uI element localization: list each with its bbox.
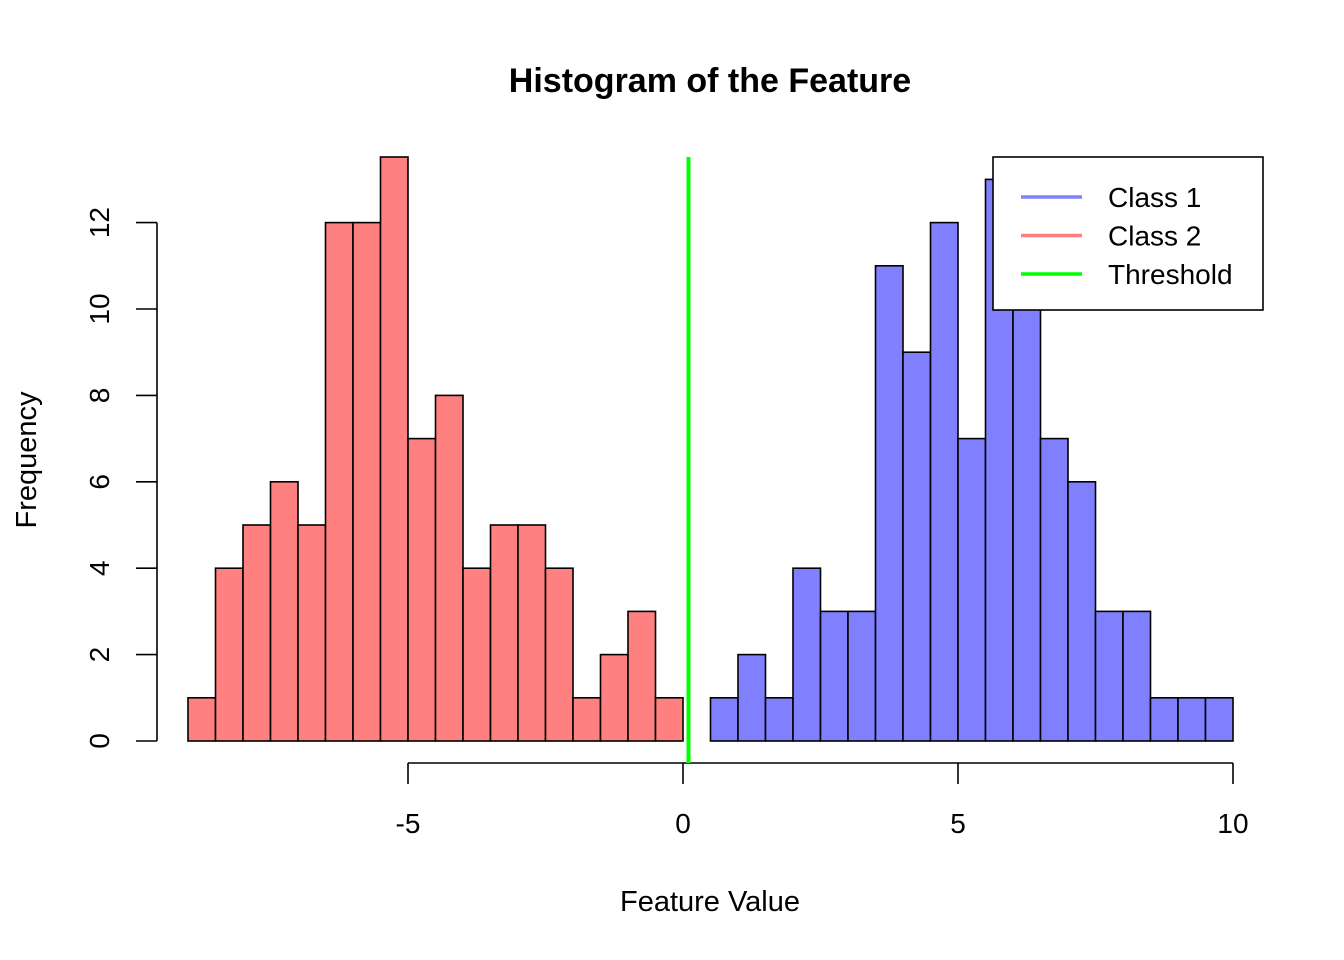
histogram-bar [491,525,519,741]
y-axis-label: Frequency [11,391,43,529]
histogram-bar [298,525,326,741]
histogram-bar [1206,698,1234,741]
histogram-bar [1123,611,1151,741]
histogram-bar [463,568,491,741]
histogram-bar [711,698,739,741]
histogram-bar [243,525,271,741]
y-tick-label: 2 [84,647,115,663]
histogram-bar [793,568,821,741]
histogram-bar [1013,309,1041,741]
histogram-bar [601,655,629,741]
legend-label: Class 2 [1108,221,1201,252]
histogram-bar [546,568,574,741]
histogram-bar [656,698,684,741]
x-tick-label: -5 [396,808,421,839]
histogram-bar [821,611,849,741]
histogram-bar [353,223,381,741]
histogram-bar [931,223,959,741]
histogram-bar [326,223,354,741]
histogram-bar [876,266,904,741]
legend-label: Class 1 [1108,182,1201,213]
histogram-bar [1096,611,1124,741]
histogram-bar [1068,482,1096,741]
histogram-bar [738,655,766,741]
chart-title: Histogram of the Feature [509,62,911,100]
y-tick-label: 0 [84,733,115,749]
histogram-bar [1151,698,1179,741]
histogram-bar [381,157,409,741]
histogram-bar [848,611,876,741]
histogram-bar [628,611,656,741]
histogram-bar [436,395,464,741]
histogram-bar [271,482,299,741]
histogram-bar [958,439,986,741]
y-tick-label: 4 [84,560,115,576]
legend-label: Threshold [1108,259,1233,290]
x-tick-label: 0 [675,808,691,839]
histogram-bar [188,698,216,741]
histogram-bar [1178,698,1206,741]
histogram-bar [766,698,794,741]
histogram-bar [216,568,244,741]
y-axis: 0 2 4 6 8 10 12 [84,207,157,749]
y-tick-label: 10 [84,293,115,324]
legend: Class 1 Class 2 Threshold [993,157,1263,310]
x-axis: -5 0 5 10 [396,763,1249,839]
histogram-bar [573,698,601,741]
histogram-bar [1041,439,1069,741]
histogram-bar [408,439,436,741]
histogram-bar [903,352,931,741]
y-tick-label: 12 [84,207,115,238]
x-tick-label: 5 [950,808,966,839]
histogram-bar [518,525,546,741]
y-tick-label: 8 [84,388,115,404]
x-axis-label: Feature Value [620,886,800,918]
y-tick-label: 6 [84,474,115,490]
x-tick-label: 10 [1217,808,1248,839]
